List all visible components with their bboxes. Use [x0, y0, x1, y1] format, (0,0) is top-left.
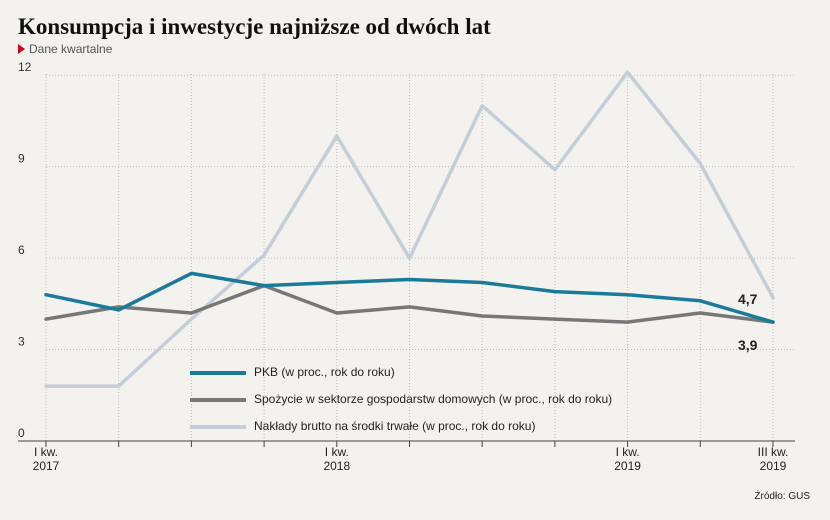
- y-tick-label: 6: [18, 243, 25, 257]
- end-label-consumption: 3,9: [738, 337, 758, 353]
- legend-label-consumption: Spożycie w sektorze gospodarstw domowych…: [254, 392, 613, 406]
- x-tick-label: III kw.: [758, 445, 789, 459]
- legend-label-pkb: PKB (w proc., rok do roku): [254, 365, 395, 379]
- subtitle-text: Dane kwartalne: [29, 42, 113, 56]
- y-tick-label: 3: [18, 335, 25, 349]
- end-label-capex: 4,7: [738, 291, 758, 307]
- series-lines: [44, 70, 775, 388]
- chart-title: Konsumpcja i inwestycje najniższe od dwó…: [18, 14, 491, 39]
- series-line-capex: [44, 70, 775, 388]
- x-tick-label: I kw.: [325, 445, 349, 459]
- y-axis-ticks: 0 3 6 9 12: [18, 60, 32, 440]
- y-tick-label: 9: [18, 152, 25, 166]
- legend-swatch-capex: [190, 425, 246, 429]
- x-tick-label: I kw.: [34, 445, 58, 459]
- chart-subtitle: Dane kwartalne: [18, 42, 112, 56]
- x-tick-label: I kw.: [616, 445, 640, 459]
- x-tick-label-year: 2019: [614, 459, 641, 473]
- x-tick-label-year: 2019: [760, 459, 787, 473]
- y-tick-label: 0: [18, 426, 25, 440]
- legend-swatch-pkb: [190, 371, 246, 375]
- series-line-consumption: [44, 283, 775, 324]
- x-tick-label-year: 2017: [33, 459, 60, 473]
- legend-swatch-consumption: [190, 398, 246, 402]
- y-tick-label: 12: [18, 60, 32, 74]
- legend-label-capex: Nakłady brutto na środki trwałe (w proc.…: [254, 419, 536, 433]
- triangle-marker-icon: [18, 44, 25, 54]
- x-tick-label-year: 2018: [323, 459, 350, 473]
- source-note: Źródło: GUS: [754, 491, 810, 502]
- series-line-pkb: [44, 271, 775, 324]
- grid: [18, 74, 795, 447]
